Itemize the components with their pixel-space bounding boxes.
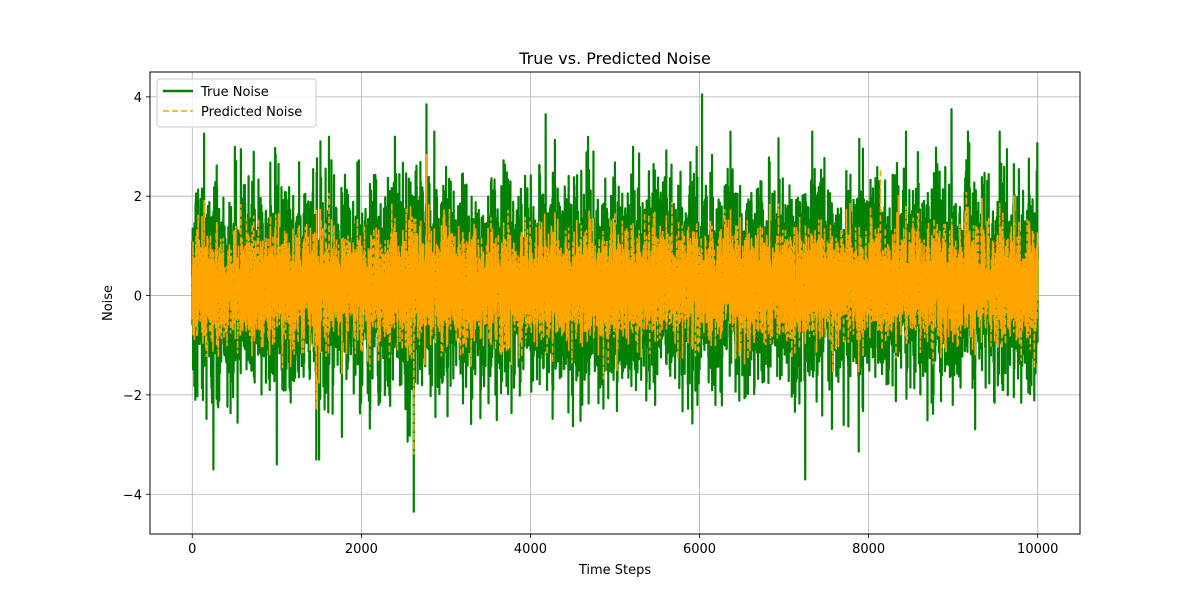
x-tick-label: 2000 bbox=[345, 542, 378, 557]
x-tick-label: 10000 bbox=[1017, 542, 1058, 557]
y-tick-label: −2 bbox=[123, 389, 142, 404]
plot-frame bbox=[149, 71, 1081, 535]
legend: True Noise Predicted Noise bbox=[156, 78, 317, 128]
x-axis-label: Time Steps bbox=[578, 563, 652, 578]
y-tick-label: 0 bbox=[134, 290, 142, 305]
x-tick-label: 0 bbox=[188, 542, 196, 557]
x-tick-label: 6000 bbox=[683, 542, 716, 557]
series-layer bbox=[191, 93, 1039, 513]
x-tick-label: 8000 bbox=[852, 542, 885, 557]
y-tick-label: −4 bbox=[123, 488, 142, 503]
legend-box bbox=[156, 78, 317, 128]
chart-title: True vs. Predicted Noise bbox=[518, 49, 711, 68]
y-axis-label: Noise bbox=[101, 285, 116, 321]
x-tick-label: 4000 bbox=[514, 542, 547, 557]
legend-label-predicted-noise: Predicted Noise bbox=[201, 105, 302, 120]
y-tick-label: 2 bbox=[134, 190, 142, 205]
ticks: 0 2000 4000 6000 8000 10000 −4 −2 0 2 4 bbox=[123, 91, 1059, 557]
legend-label-true-noise: True Noise bbox=[200, 85, 269, 100]
y-tick-label: 4 bbox=[134, 91, 142, 106]
series-line-predicted-noise bbox=[191, 153, 1039, 455]
